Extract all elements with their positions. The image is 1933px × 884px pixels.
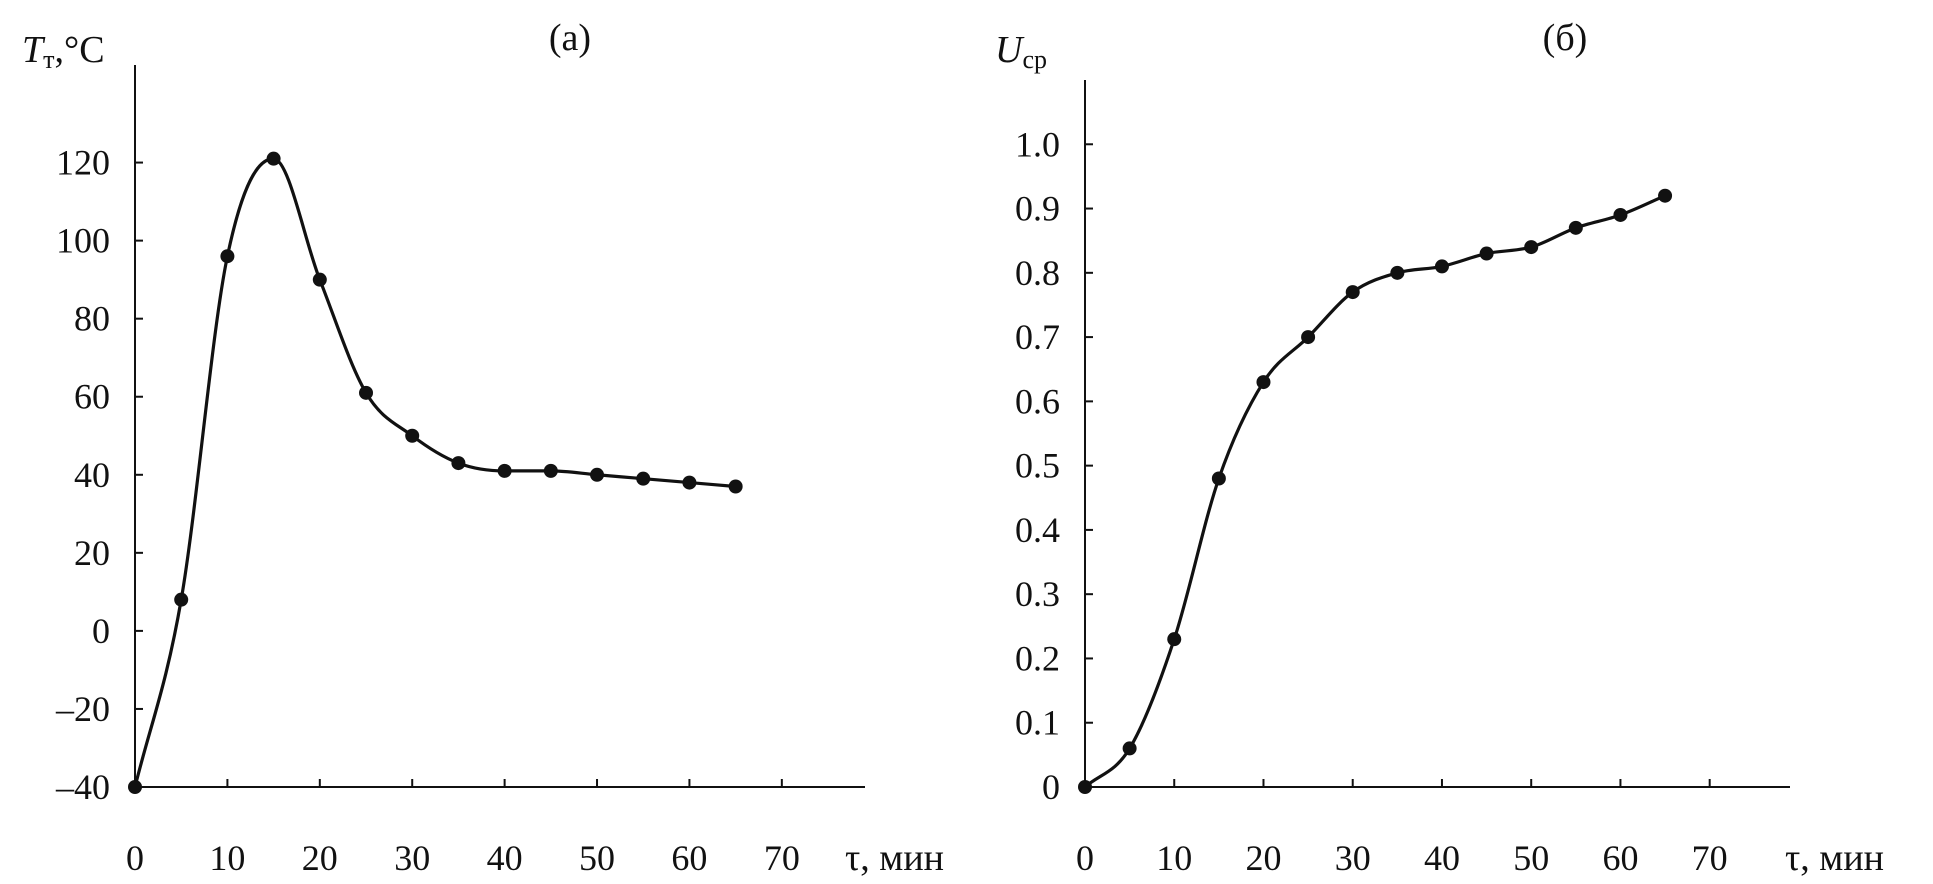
panel-b-xtick-label: 0 — [1076, 838, 1094, 878]
panel-b-data-point — [1078, 780, 1092, 794]
panel-a-ylabel-unit: ,°C — [55, 29, 105, 71]
panel-a-label: (а) — [549, 17, 591, 59]
panel-b-xtick-label: 50 — [1513, 838, 1549, 878]
panel-a-ylabel-sub: т — [43, 45, 54, 74]
panel-b-data-point — [1167, 632, 1182, 647]
panel-b-data-point — [1122, 741, 1137, 756]
panel-a-data-point — [451, 456, 466, 471]
panel-b-ytick-label: 0 — [1042, 767, 1060, 807]
panel-a-data-point — [359, 385, 374, 400]
panel-a-ytick-label: –20 — [55, 689, 110, 729]
panel-a-ytick-label: 20 — [74, 533, 110, 573]
chart-panel-b: (б) Uср τ, мин 0 0.1 0.2 0.3 0.4 0.5 0.6 0.7 0.8… — [995, 17, 1884, 879]
chart-panel-a: (а) Tт,°C τ, мин –40 –20 0 20 40 60 80 100 120 0 1… — [22, 17, 944, 879]
panel-a-data-point — [682, 475, 697, 490]
panel-b-data-point — [1211, 471, 1226, 486]
panel-b-xtick-label: 60 — [1602, 838, 1638, 878]
panel-b-ytick-label: 0.5 — [1015, 446, 1060, 486]
panel-a-xtick-label: 0 — [126, 838, 144, 878]
panel-b-series-line — [1083, 194, 1666, 789]
panel-b-data-point — [1658, 188, 1673, 203]
panel-a-xlabel: τ, мин — [845, 837, 944, 879]
panel-b-data-point — [1524, 240, 1539, 255]
panel-b-data-point — [1434, 259, 1449, 274]
panel-a-data-point — [590, 467, 605, 482]
panel-a-ytick-label: 0 — [92, 611, 110, 651]
panel-a-ytick-label: 80 — [74, 299, 110, 339]
panel-b-ytick-label: 0.9 — [1015, 189, 1060, 229]
panel-a-xtick-label: 50 — [579, 838, 615, 878]
panel-b-ytick-label: 0.1 — [1015, 703, 1060, 743]
panel-b-data-point — [1345, 285, 1360, 300]
panel-a-data-point — [220, 249, 235, 264]
panel-b-ylabel-sub: ср — [1022, 45, 1047, 74]
panel-a-ytick-label: 120 — [56, 143, 110, 183]
panel-b-xtick-label: 10 — [1156, 838, 1192, 878]
panel-a-xtick-label: 60 — [671, 838, 707, 878]
panel-b-data-point — [1256, 375, 1271, 390]
panel-a-data-point — [266, 151, 281, 166]
panel-b-ytick-label: 0.6 — [1015, 381, 1060, 421]
panel-a-data-point — [128, 780, 142, 794]
panel-a-data-point — [174, 592, 189, 607]
panel-a-ytick-label: –40 — [55, 767, 110, 807]
panel-b-data-point — [1301, 330, 1316, 345]
panel-a-ytick-label: 100 — [56, 221, 110, 261]
panel-b-ytick-label: 0.8 — [1015, 253, 1060, 293]
panel-b-xlabel: τ, мин — [1785, 837, 1884, 879]
panel-a-data-point — [497, 463, 512, 478]
panel-a-data-point — [405, 428, 420, 443]
panel-a-data-point — [543, 463, 558, 478]
panel-b-label: (б) — [1543, 17, 1588, 59]
panel-b-ytick-label: 0.3 — [1015, 574, 1060, 614]
panel-b-data-point — [1390, 265, 1405, 280]
panel-b-data-point — [1613, 207, 1628, 222]
panel-b-ytick-label: 0.7 — [1015, 317, 1060, 357]
panel-b-data-point — [1479, 246, 1494, 261]
panel-a-ylabel: Tт,°C — [22, 29, 105, 74]
panel-a-xtick-label: 30 — [394, 838, 430, 878]
panel-b-xtick-label: 20 — [1245, 838, 1281, 878]
panel-b-ytick-label: 0.2 — [1015, 638, 1060, 678]
panel-a-xtick-label: 10 — [209, 838, 245, 878]
panel-b-ytick-label: 1.0 — [1015, 124, 1060, 164]
panel-a-xtick-label: 70 — [764, 838, 800, 878]
panel-b-ylabel-main: U — [995, 29, 1025, 71]
panel-a-data-point — [728, 479, 743, 494]
panel-b-xtick-label: 70 — [1692, 838, 1728, 878]
panel-b-xtick-label: 30 — [1335, 838, 1371, 878]
panel-a-data-point — [312, 272, 327, 287]
panel-a-xtick-label: 20 — [302, 838, 338, 878]
panel-b-ytick-label: 0.4 — [1015, 510, 1060, 550]
panel-a-ylabel-main: T — [22, 29, 46, 71]
panel-a-xtick-label: 40 — [487, 838, 523, 878]
panel-b-xtick-label: 40 — [1424, 838, 1460, 878]
panel-a-data-point — [636, 471, 651, 486]
panel-b-data-point — [1568, 220, 1583, 235]
panel-a-ytick-label: 40 — [74, 455, 110, 495]
panel-a-ytick-label: 60 — [74, 377, 110, 417]
panel-b-ylabel: Uср — [995, 29, 1047, 74]
